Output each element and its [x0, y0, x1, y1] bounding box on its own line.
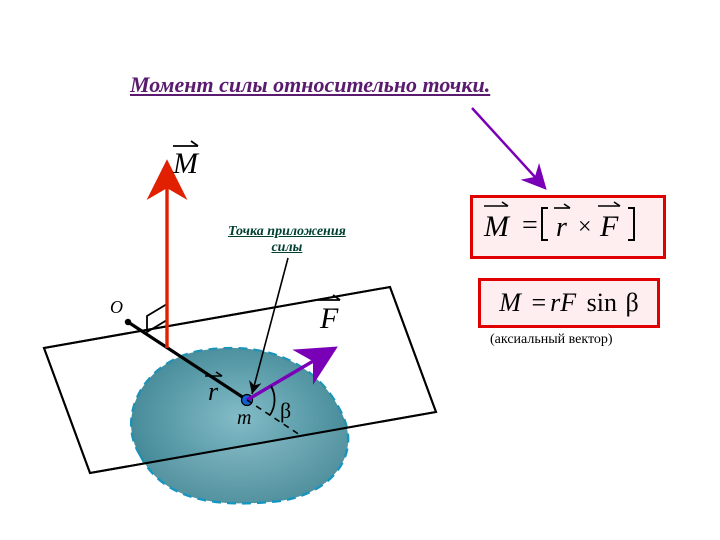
label-m: m: [237, 407, 251, 429]
svg-text:r: r: [208, 377, 219, 406]
svg-text:F: F: [319, 302, 339, 335]
diagram-stage: M F r O m β: [0, 0, 720, 540]
svg-text:M: M: [172, 147, 200, 180]
label-beta: β: [280, 398, 291, 423]
label-O: O: [110, 297, 123, 317]
title-to-formula-arrow: [472, 108, 545, 188]
label-M-vec: M: [172, 141, 200, 180]
